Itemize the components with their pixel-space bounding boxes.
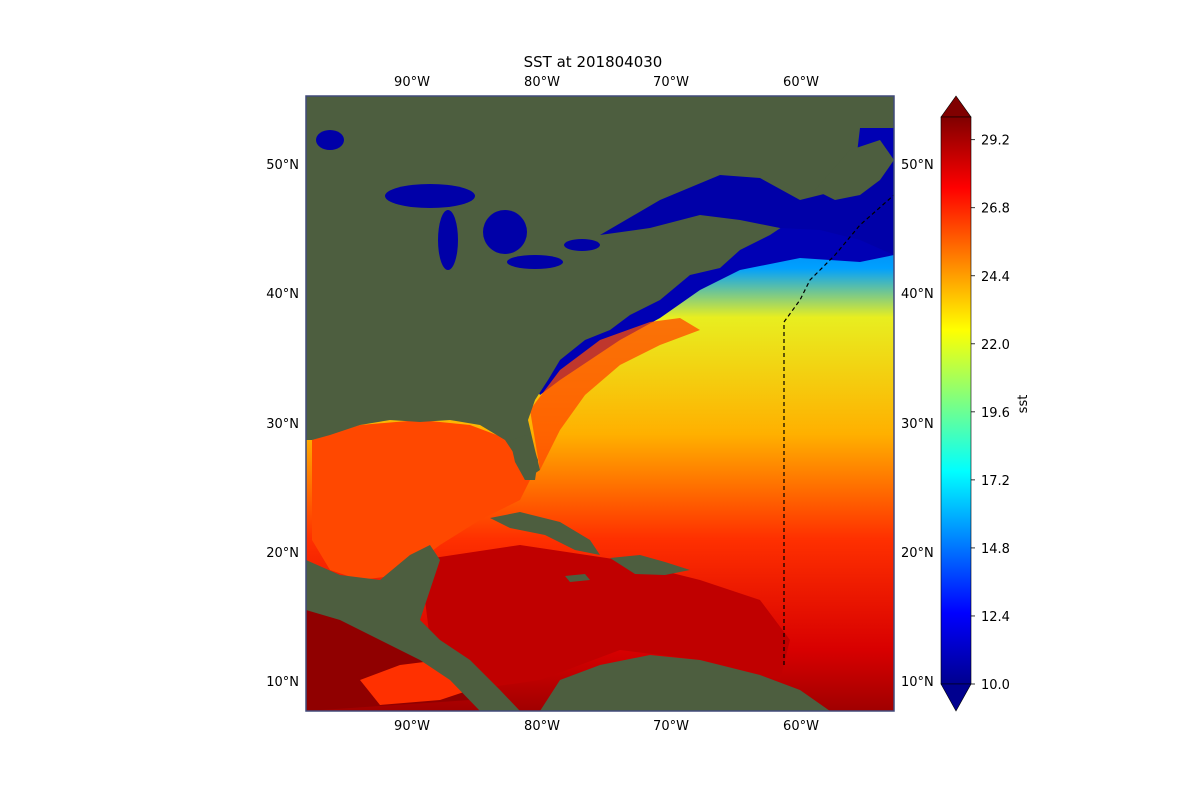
colorbar-tick-label: 14.8: [981, 542, 1010, 557]
lake-ontario: [564, 239, 600, 251]
colorbar-extend-top: [940, 95, 972, 118]
colorbar-label: sst: [1016, 395, 1031, 414]
colorbar-extend-bottom: [940, 683, 972, 712]
colorbar-tick-label: 24.4: [981, 270, 1010, 285]
south-america: [540, 655, 830, 711]
lat-tick-label: 10°N: [901, 675, 934, 690]
hudson-bay-edge: [316, 130, 344, 150]
lon-tick-label: 80°W: [524, 719, 560, 734]
jamaica: [565, 574, 590, 582]
lon-tick-label: 60°W: [783, 719, 819, 734]
colorbar-tick-label: 10.0: [981, 678, 1010, 693]
lon-tick-label: 90°W: [394, 719, 430, 734]
colorbar-tick-label: 22.0: [981, 338, 1010, 353]
map-frame: [305, 95, 895, 712]
colorbar: 29.2 26.8 24.4 22.0 19.6 17.2 14.8 12.4 10.0 sst: [940, 95, 1031, 712]
lon-tick-labels-bottom: 90°W 80°W 70°W 60°W: [394, 719, 819, 734]
hispaniola: [610, 555, 690, 575]
lat-tick-label: 40°N: [266, 287, 299, 302]
lat-tick-label: 40°N: [901, 287, 934, 302]
lat-tick-label: 30°N: [901, 417, 934, 432]
lon-tick-labels-top: 90°W 80°W 70°W 60°W: [394, 75, 819, 90]
lat-tick-label: 20°N: [901, 546, 934, 561]
lon-tick-label: 60°W: [783, 75, 819, 90]
lat-tick-label: 20°N: [266, 546, 299, 561]
lat-tick-labels-right: 50°N 40°N 30°N 20°N 10°N: [901, 158, 934, 690]
colorbar-tick-label: 12.4: [981, 610, 1010, 625]
colorbar-tick-label: 29.2: [981, 134, 1010, 149]
colorbar-tick-label: 17.2: [981, 474, 1010, 489]
boundary-dashed-line: [783, 194, 895, 665]
lat-tick-label: 50°N: [266, 158, 299, 173]
lat-tick-label: 30°N: [266, 417, 299, 432]
lon-tick-label: 90°W: [394, 75, 430, 90]
lon-tick-label: 80°W: [524, 75, 560, 90]
lake-huron: [483, 210, 527, 254]
map-title: SST at 201804030: [524, 53, 663, 71]
st-lawrence: [600, 160, 894, 255]
lake-erie: [507, 255, 563, 269]
gulf-stream: [530, 318, 700, 470]
caribbean-sea: [420, 545, 790, 690]
lon-tick-label: 70°W: [653, 719, 689, 734]
gulf-of-mexico: [312, 420, 530, 580]
florida: [510, 435, 538, 480]
lat-tick-label: 50°N: [901, 158, 934, 173]
newfoundland: [815, 140, 894, 200]
colorbar-tick-label: 19.6: [981, 406, 1010, 421]
colorbar-body: [940, 116, 972, 685]
lat-tick-labels-left: 50°N 40°N 30°N 20°N 10°N: [266, 158, 299, 690]
map-panel: [306, 96, 894, 711]
lake-michigan: [438, 210, 458, 270]
yucatan-central-america: [306, 545, 520, 711]
cuba: [490, 512, 600, 555]
lat-tick-label: 10°N: [266, 675, 299, 690]
colorbar-tick-label: 26.8: [981, 202, 1010, 217]
lake-superior: [385, 184, 475, 208]
colorbar-ticks: 29.2 26.8 24.4 22.0 19.6 17.2 14.8 12.4 10.0: [971, 134, 1010, 693]
lon-tick-label: 70°W: [653, 75, 689, 90]
